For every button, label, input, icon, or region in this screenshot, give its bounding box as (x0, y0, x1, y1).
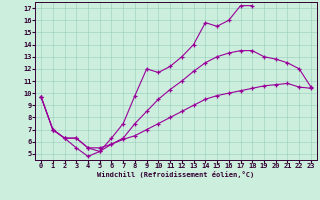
X-axis label: Windchill (Refroidissement éolien,°C): Windchill (Refroidissement éolien,°C) (97, 171, 255, 178)
